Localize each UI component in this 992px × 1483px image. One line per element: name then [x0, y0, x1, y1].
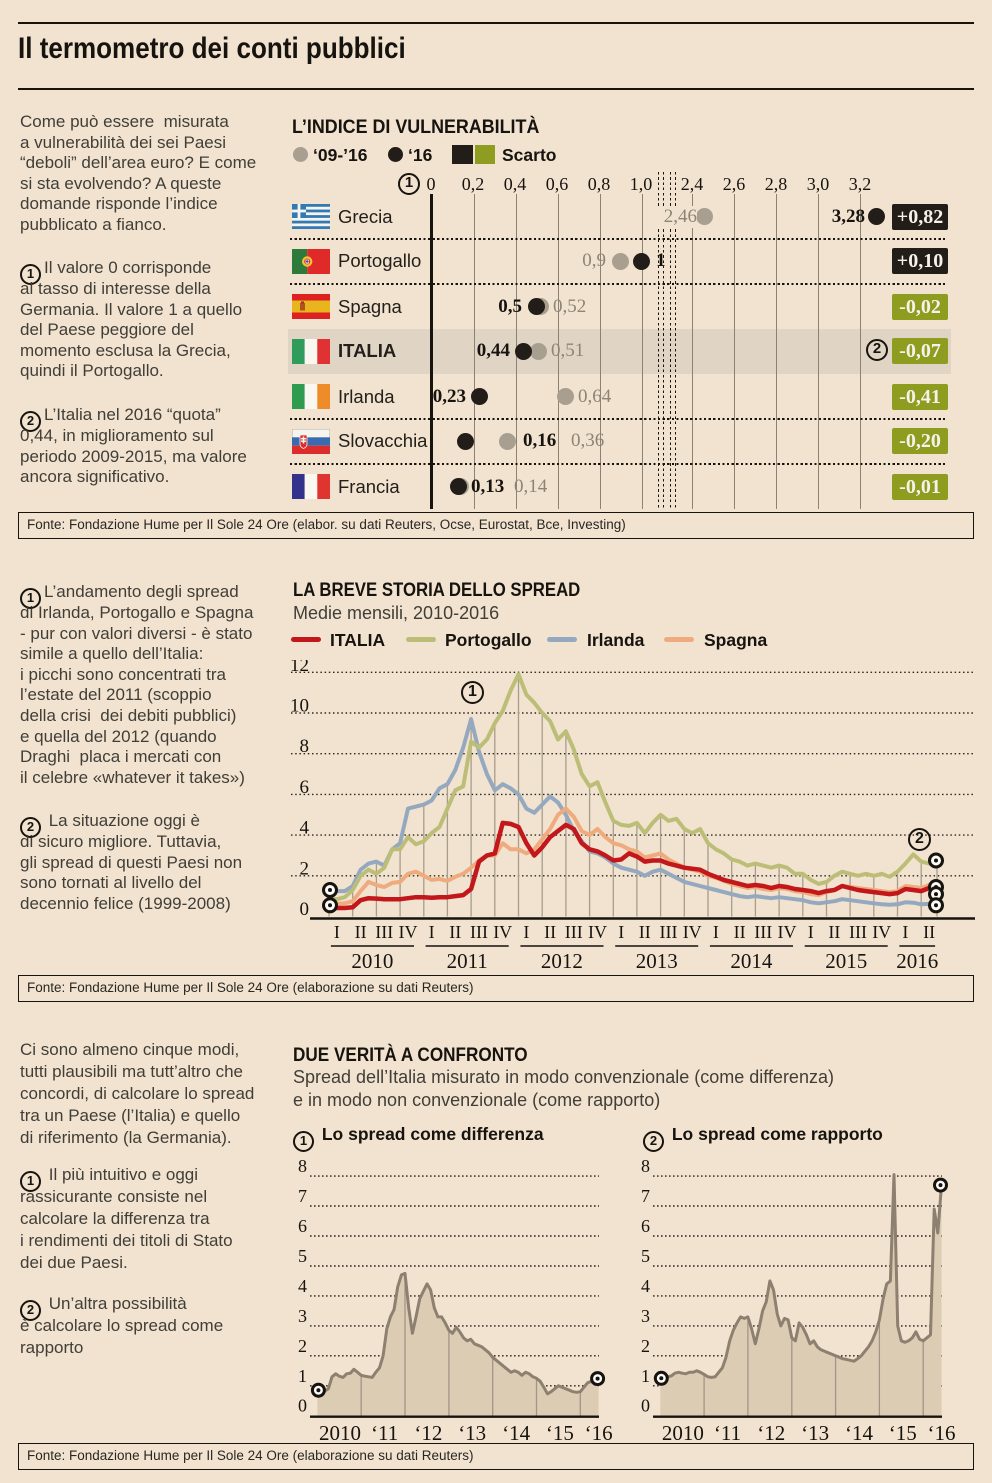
- svg-text:4: 4: [641, 1276, 650, 1296]
- svg-text:III: III: [660, 922, 678, 942]
- svg-text:III: III: [754, 922, 772, 942]
- svg-text:I: I: [713, 922, 719, 942]
- svg-text:8: 8: [300, 736, 310, 757]
- svg-text:7: 7: [641, 1186, 650, 1206]
- svg-text:‘14: ‘14: [845, 1421, 873, 1445]
- svg-text:I: I: [902, 922, 908, 942]
- svg-text:III: III: [565, 922, 583, 942]
- svg-text:12: 12: [290, 660, 309, 676]
- svg-text:4: 4: [300, 818, 310, 839]
- svg-text:6: 6: [298, 1216, 307, 1236]
- svg-text:2016: 2016: [896, 949, 938, 973]
- svg-text:II: II: [828, 922, 840, 942]
- svg-text:0: 0: [300, 899, 310, 920]
- svg-text:IV: IV: [399, 922, 418, 942]
- svg-text:IV: IV: [872, 922, 891, 942]
- svg-text:‘12: ‘12: [414, 1421, 442, 1445]
- svg-text:II: II: [355, 922, 367, 942]
- svg-text:IV: IV: [683, 922, 702, 942]
- svg-text:2: 2: [298, 1336, 307, 1356]
- svg-text:‘13: ‘13: [801, 1421, 829, 1445]
- svg-text:I: I: [808, 922, 814, 942]
- svg-text:0: 0: [641, 1396, 650, 1416]
- svg-text:‘15: ‘15: [889, 1421, 917, 1445]
- svg-text:2: 2: [300, 858, 310, 879]
- svg-text:6: 6: [641, 1216, 650, 1236]
- svg-text:‘11: ‘11: [714, 1421, 741, 1445]
- svg-text:I: I: [429, 922, 435, 942]
- svg-text:8: 8: [641, 1156, 650, 1176]
- svg-text:2010: 2010: [662, 1421, 704, 1445]
- svg-text:III: III: [375, 922, 393, 942]
- svg-text:II: II: [734, 922, 746, 942]
- svg-text:IV: IV: [493, 922, 512, 942]
- svg-text:‘13: ‘13: [458, 1421, 486, 1445]
- svg-text:II: II: [639, 922, 651, 942]
- svg-text:3: 3: [298, 1306, 307, 1326]
- svg-text:I: I: [334, 922, 340, 942]
- svg-text:8: 8: [298, 1156, 307, 1176]
- svg-text:1: 1: [641, 1366, 650, 1386]
- svg-text:1: 1: [298, 1366, 307, 1386]
- svg-text:6: 6: [300, 777, 310, 798]
- svg-text:2010: 2010: [319, 1421, 361, 1445]
- svg-text:2010: 2010: [351, 949, 393, 973]
- svg-text:4: 4: [298, 1276, 307, 1296]
- svg-text:‘12: ‘12: [757, 1421, 785, 1445]
- svg-text:2011: 2011: [447, 949, 488, 973]
- svg-text:2014: 2014: [730, 949, 773, 973]
- svg-text:II: II: [544, 922, 556, 942]
- svg-text:‘11: ‘11: [371, 1421, 398, 1445]
- svg-text:2015: 2015: [825, 949, 867, 973]
- svg-text:2012: 2012: [541, 949, 583, 973]
- svg-text:‘16: ‘16: [585, 1421, 613, 1445]
- svg-text:II: II: [923, 922, 935, 942]
- svg-text:‘16: ‘16: [928, 1421, 956, 1445]
- svg-text:III: III: [849, 922, 867, 942]
- svg-text:II: II: [449, 922, 461, 942]
- svg-text:IV: IV: [588, 922, 607, 942]
- svg-text:‘14: ‘14: [502, 1421, 530, 1445]
- svg-text:0: 0: [298, 1396, 307, 1416]
- svg-text:10: 10: [290, 696, 309, 717]
- svg-text:I: I: [618, 922, 624, 942]
- svg-text:5: 5: [641, 1246, 650, 1266]
- svg-text:2013: 2013: [636, 949, 678, 973]
- svg-text:2: 2: [641, 1336, 650, 1356]
- svg-text:III: III: [470, 922, 488, 942]
- svg-text:5: 5: [298, 1246, 307, 1266]
- svg-text:3: 3: [641, 1306, 650, 1326]
- svg-text:7: 7: [298, 1186, 307, 1206]
- svg-text:‘15: ‘15: [546, 1421, 574, 1445]
- svg-text:IV: IV: [778, 922, 797, 942]
- svg-text:I: I: [523, 922, 529, 942]
